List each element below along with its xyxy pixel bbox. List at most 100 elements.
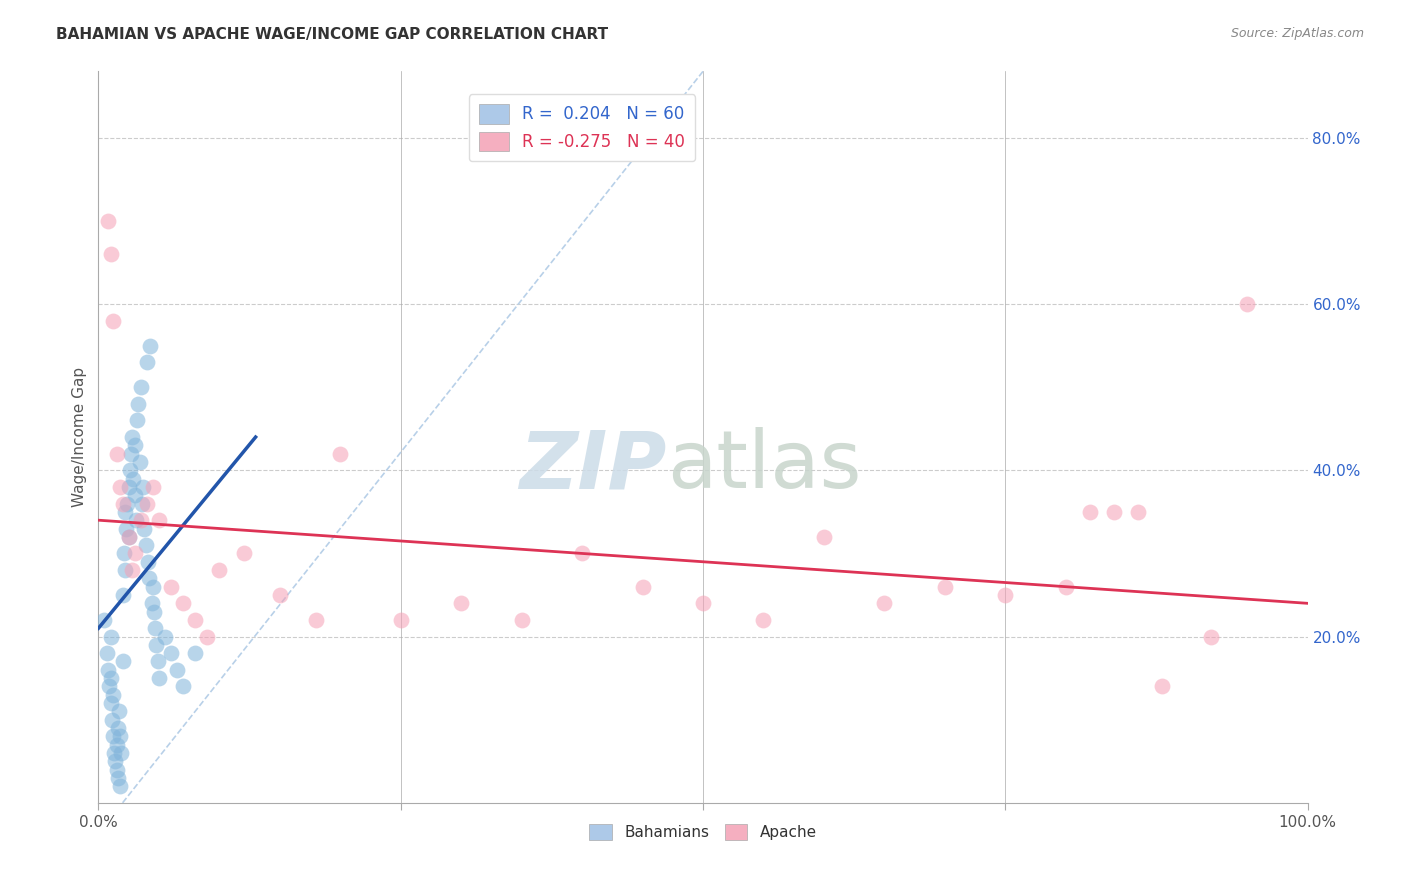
Point — [934, 580, 956, 594]
Point — [131, 497, 153, 511]
Point — [105, 447, 128, 461]
Point — [269, 588, 291, 602]
Point — [146, 655, 169, 669]
Point — [118, 530, 141, 544]
Point — [105, 738, 128, 752]
Point — [1102, 505, 1125, 519]
Point — [160, 580, 183, 594]
Point — [97, 214, 120, 228]
Point — [118, 530, 141, 544]
Point — [184, 646, 207, 660]
Point — [329, 447, 352, 461]
Point — [1128, 505, 1150, 519]
Point — [172, 680, 194, 694]
Point — [105, 763, 128, 777]
Point — [124, 438, 146, 452]
Point — [134, 521, 156, 535]
Point — [305, 613, 328, 627]
Point — [100, 671, 122, 685]
Point — [166, 663, 188, 677]
Point — [994, 588, 1017, 602]
Text: atlas: atlas — [666, 427, 860, 506]
Point — [153, 630, 176, 644]
Point — [100, 713, 122, 727]
Point — [100, 630, 122, 644]
Point — [135, 497, 157, 511]
Point — [118, 480, 141, 494]
Point — [510, 613, 533, 627]
Point — [160, 646, 183, 660]
Point — [232, 546, 254, 560]
Point — [138, 571, 160, 585]
Point — [93, 613, 115, 627]
Point — [873, 596, 896, 610]
Point — [127, 397, 149, 411]
Point — [142, 480, 165, 494]
Point — [1236, 297, 1258, 311]
Point — [101, 729, 124, 743]
Point — [135, 355, 157, 369]
Point — [111, 588, 134, 602]
Point — [148, 513, 170, 527]
Point — [184, 613, 207, 627]
Point — [115, 521, 138, 535]
Point — [100, 247, 122, 261]
Point — [120, 447, 142, 461]
Point — [110, 746, 132, 760]
Y-axis label: Wage/Income Gap: Wage/Income Gap — [72, 367, 87, 508]
Point — [97, 663, 120, 677]
Point — [1199, 630, 1222, 644]
Point — [104, 754, 127, 768]
Point — [142, 580, 165, 594]
Legend: Bahamians, Apache: Bahamians, Apache — [583, 818, 823, 847]
Point — [136, 555, 159, 569]
Point — [143, 621, 166, 635]
Point — [114, 505, 136, 519]
Point — [752, 613, 775, 627]
Point — [571, 546, 593, 560]
Point — [101, 314, 124, 328]
Point — [114, 563, 136, 577]
Point — [103, 746, 125, 760]
Point — [107, 771, 129, 785]
Text: ZIP: ZIP — [519, 427, 666, 506]
Point — [98, 680, 121, 694]
Point — [143, 605, 166, 619]
Point — [124, 546, 146, 560]
Point — [96, 646, 118, 660]
Point — [132, 480, 155, 494]
Point — [112, 546, 135, 560]
Point — [111, 655, 134, 669]
Point — [101, 688, 124, 702]
Point — [148, 671, 170, 685]
Point — [108, 729, 131, 743]
Point — [128, 455, 150, 469]
Point — [145, 638, 167, 652]
Point — [121, 430, 143, 444]
Point — [111, 497, 134, 511]
Point — [208, 563, 231, 577]
Point — [172, 596, 194, 610]
Point — [631, 580, 654, 594]
Point — [141, 596, 163, 610]
Point — [195, 630, 218, 644]
Point — [129, 513, 152, 527]
Point — [122, 472, 145, 486]
Point — [124, 488, 146, 502]
Point — [1152, 680, 1174, 694]
Point — [127, 413, 149, 427]
Point — [129, 380, 152, 394]
Point — [389, 613, 412, 627]
Text: Source: ZipAtlas.com: Source: ZipAtlas.com — [1230, 27, 1364, 40]
Point — [108, 480, 131, 494]
Point — [118, 463, 141, 477]
Point — [108, 705, 131, 719]
Point — [135, 538, 157, 552]
Point — [813, 530, 835, 544]
Point — [1054, 580, 1077, 594]
Point — [139, 338, 162, 352]
Text: BAHAMIAN VS APACHE WAGE/INCOME GAP CORRELATION CHART: BAHAMIAN VS APACHE WAGE/INCOME GAP CORRE… — [56, 27, 609, 42]
Point — [100, 696, 122, 710]
Point — [107, 721, 129, 735]
Point — [117, 497, 139, 511]
